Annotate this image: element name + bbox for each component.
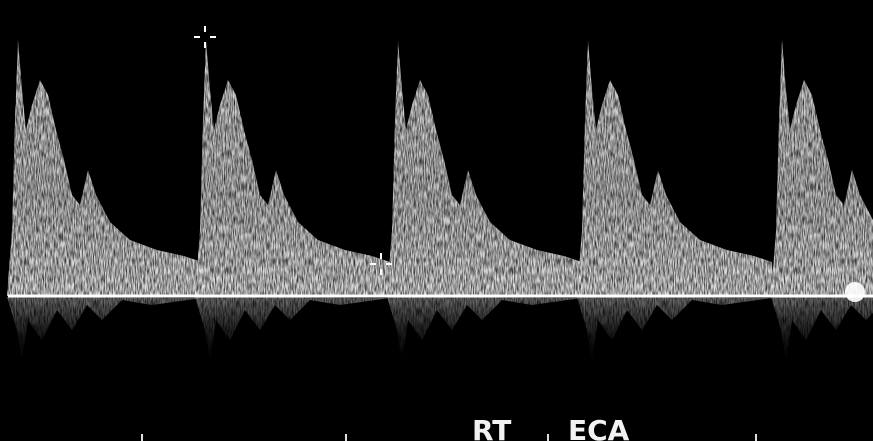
vessel-label: ECA [568, 414, 630, 441]
side-label: RT [472, 414, 511, 441]
caliper-2 [370, 253, 392, 275]
time-ticks [141, 434, 757, 441]
caliper-1 [194, 26, 216, 48]
marker [845, 282, 865, 302]
